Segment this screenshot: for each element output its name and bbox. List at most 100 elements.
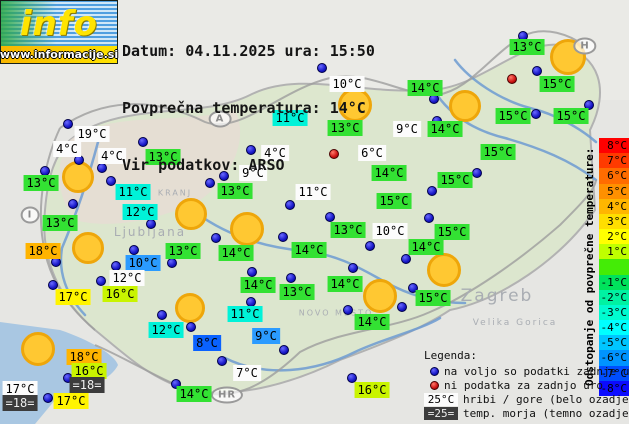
temp-station-label: 13°C [279, 284, 315, 300]
temp-station-label: 13°C [165, 243, 201, 259]
temp-station-label: 14°C [371, 165, 407, 181]
temp-station-label: 9°C [393, 121, 421, 137]
legend-blue-dot-icon [430, 366, 439, 376]
scale-step-label: -3°C [600, 305, 628, 319]
legend-item-text: temp. morja (temno ozadje) [463, 406, 629, 420]
temp-station-label: 19°C [74, 126, 110, 142]
scale-step-label: 5°C [607, 184, 627, 198]
temp-station-label: 11°C [295, 184, 331, 200]
city-label: Zagreb [460, 286, 534, 306]
temp-station-label: 4°C [53, 141, 81, 157]
temp-station-label: 16°C [102, 286, 138, 302]
scale-step-label: 7°C [607, 154, 627, 168]
station-dot [278, 232, 288, 242]
scale-step: 4°C [599, 198, 629, 214]
temp-station-label: 16°C [71, 363, 107, 379]
temp-station-label: 14°C [176, 386, 212, 402]
legend-item-text: na voljo so podatki zadnje ure [444, 364, 629, 378]
temp-station-label: =18= [2, 395, 38, 411]
station-dot [219, 171, 229, 181]
temp-station-label: 12°C [109, 270, 145, 286]
temp-station-label: 14°C [427, 121, 463, 137]
temp-station-label: 13°C [23, 175, 59, 191]
station-dot [63, 119, 73, 129]
station-dot [472, 168, 482, 178]
logo-url-bar[interactable]: www.informacije.si [0, 46, 119, 63]
scale-step-label: 3°C [607, 214, 627, 228]
scale-step-label: 1°C [607, 245, 627, 259]
site-logo[interactable]: info www.informacije.si [0, 0, 118, 64]
scale-step: -4°C [599, 320, 629, 336]
temp-station-label: 15°C [434, 224, 470, 240]
temp-station-label: 4°C [98, 148, 126, 164]
station-dot [531, 109, 541, 119]
scale-step: 2°C [599, 229, 629, 245]
legend-item-text: hribi / gore (belo ozadje) [463, 392, 629, 406]
city-label: KRANJ [157, 188, 193, 198]
scale-step: 3°C [599, 213, 629, 230]
deviation-scale-bar: 8°C 7°C 6°C 5°C 4°C 3°C 2°C 1°C -1°C -2°C -3°C -4°C… [599, 138, 629, 396]
station-dot [138, 137, 148, 147]
station-dot [48, 280, 58, 290]
station-dot [146, 219, 156, 229]
temp-station-label: 10°C [372, 223, 408, 239]
sun-icon [21, 332, 55, 366]
sun-icon [175, 293, 205, 323]
logo-site-link[interactable]: www.informacije.si [0, 48, 119, 61]
scale-step-label: -7°C [600, 366, 628, 380]
scale-step: -1°C [599, 274, 629, 290]
scale-step: 6°C [599, 168, 629, 184]
station-dot [106, 176, 116, 186]
temp-station-label: 16°C [354, 382, 390, 398]
station-dot [348, 263, 358, 273]
logo-banner: info [1, 1, 117, 46]
sun-icon [363, 279, 397, 313]
legend-item: ni podatka za zadnjo uro [424, 378, 629, 392]
sun-icon [427, 253, 461, 287]
legend-item: =25= temp. morja (temno ozadje) [424, 406, 629, 420]
station-dot [217, 356, 227, 366]
sun-icon [72, 232, 104, 264]
station-dot [43, 393, 53, 403]
scale-step-label: 8°C [607, 139, 627, 153]
station-dot [365, 241, 375, 251]
scale-step: 7°C [599, 153, 629, 169]
sun-icon [175, 198, 207, 230]
temp-station-label: 14°C [327, 276, 363, 292]
temp-station-label: 14°C [354, 314, 390, 330]
temp-station-label: 12°C [122, 204, 158, 220]
temp-station-label: 6°C [358, 145, 386, 161]
station-dot [246, 145, 256, 155]
station-dot [347, 373, 357, 383]
temp-station-label: 14°C [291, 242, 327, 258]
temp-station-label: 11°C [272, 110, 308, 126]
scale-step: 5°C [599, 183, 629, 199]
scale-step-label: -5°C [600, 336, 628, 350]
scale-step-label: 6°C [607, 169, 627, 183]
station-dot [401, 254, 411, 264]
temp-station-label: 13°C [145, 149, 181, 165]
temp-station-label: 14°C [407, 80, 443, 96]
legend-chip-sample: 25°C [424, 392, 458, 406]
scale-step: 8°C [599, 138, 629, 154]
temp-station-label: 9°C [239, 165, 267, 181]
country-sign: HR [210, 386, 244, 404]
temp-station-label: 17°C [2, 381, 38, 397]
temp-station-label: 15°C [480, 144, 516, 160]
station-dot [427, 186, 437, 196]
scale-step: -3°C [599, 304, 629, 321]
station-dot [285, 200, 295, 210]
scale-step: -7°C [599, 365, 629, 381]
legend-item: 25°C hribi / gore (belo ozadje) [424, 392, 629, 406]
temp-station-label: 13°C [327, 120, 363, 136]
temp-station-label: 14°C [218, 245, 254, 261]
station-dot [96, 276, 106, 286]
temp-station-label: 10°C [125, 255, 161, 271]
legend-items: na voljo so podatki zadnje ure ni podatka… [424, 364, 629, 420]
station-dot [68, 199, 78, 209]
temp-station-label: 17°C [55, 289, 91, 305]
legend-item-text: ni podatka za zadnjo uro [444, 378, 603, 392]
city-label: NOVO MESTO [298, 308, 374, 318]
map-header: Datum: 04.11.2025 ura: 15:50 Povprečna t… [122, 4, 375, 213]
header-date-line: Datum: 04.11.2025 ura: 15:50 [122, 42, 375, 60]
